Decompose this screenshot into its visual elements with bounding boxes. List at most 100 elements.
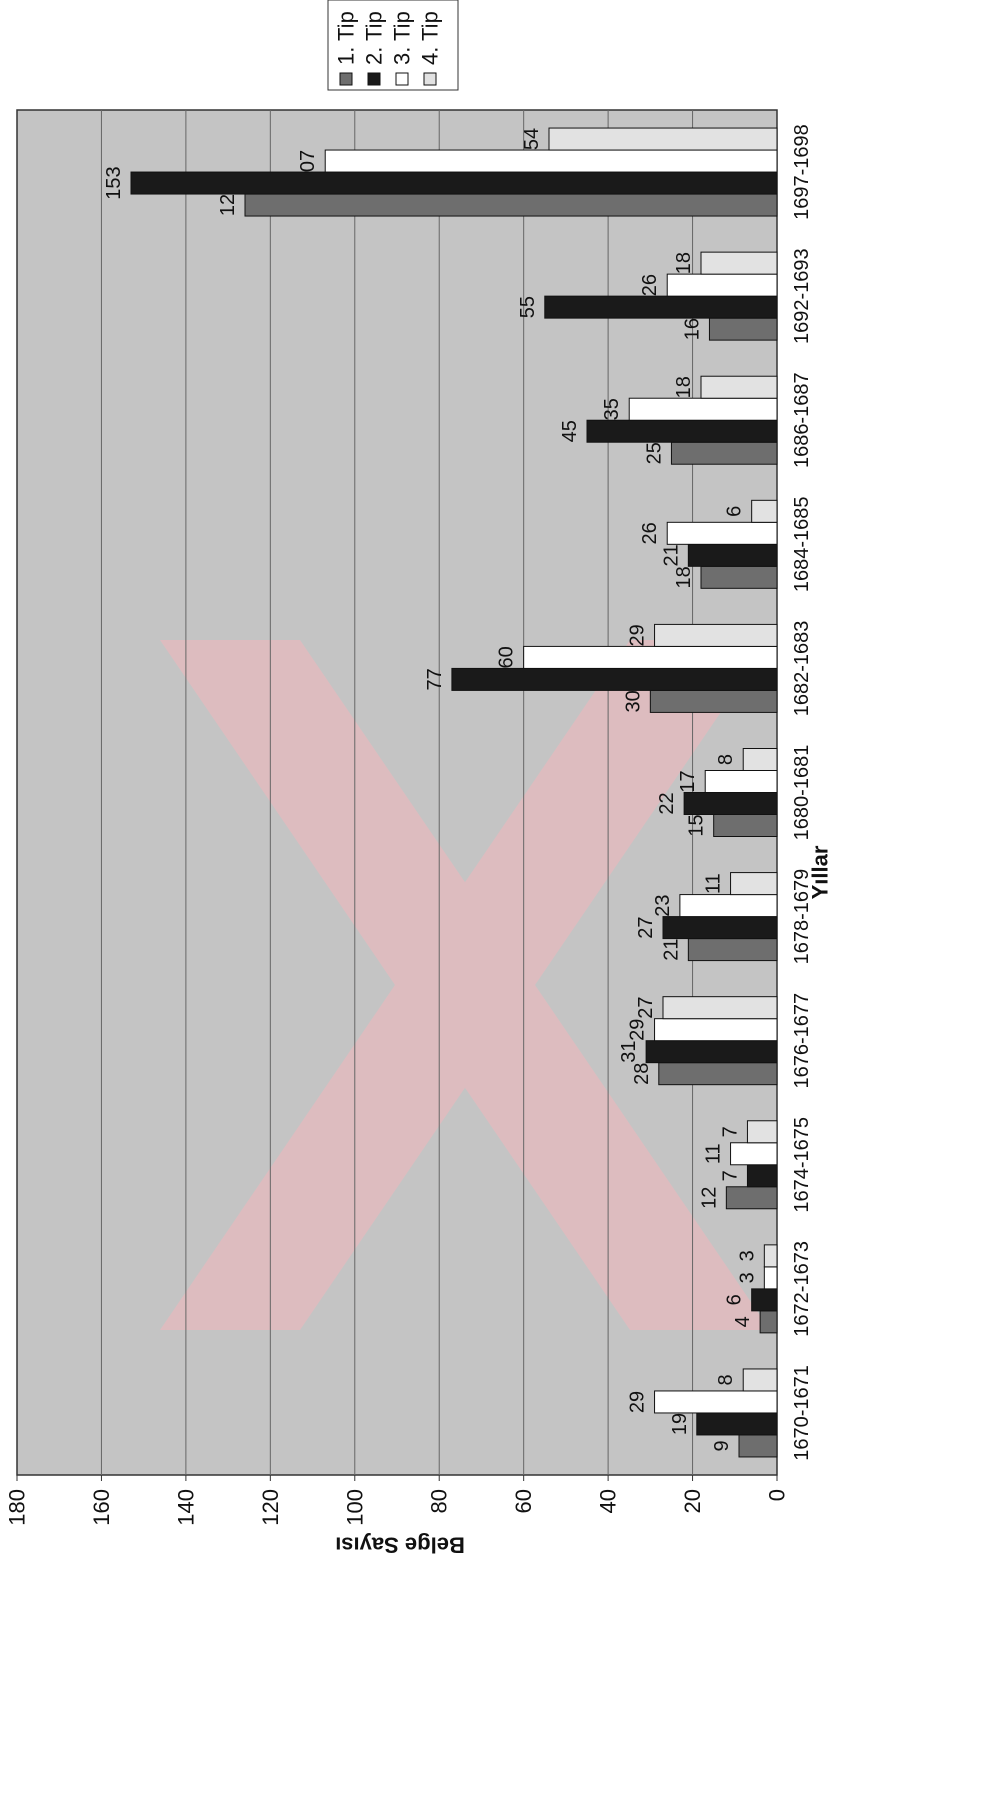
data-label: 16 — [681, 318, 703, 340]
data-label: 28 — [631, 1063, 653, 1085]
legend-label: 1. Tip — [334, 11, 359, 65]
data-label: 153 — [103, 166, 125, 199]
bar-series1-1680-1681 — [713, 814, 778, 837]
bar-series4-1684-1685 — [751, 499, 778, 523]
data-label: 07 — [297, 150, 319, 172]
bar-series4-1674-1675 — [746, 1120, 778, 1144]
data-label: 3 — [736, 1272, 758, 1283]
data-label: 26 — [639, 522, 661, 544]
data-label: 18 — [673, 566, 695, 588]
value-tick-label: 140 — [173, 1489, 198, 1526]
x-axis-title: Yıllar — [808, 845, 833, 899]
bar-series2-1686-1687 — [586, 419, 778, 443]
data-label: 55 — [517, 296, 539, 318]
data-label: 29 — [627, 1019, 649, 1041]
data-label: 9 — [711, 1440, 733, 1451]
bar-series1-1692-1693 — [708, 317, 778, 341]
legend-swatch — [339, 72, 353, 86]
bar-series3-1672-1673 — [763, 1266, 778, 1290]
data-label: 27 — [635, 916, 657, 938]
y-axis-title: Belge Sayısı — [335, 1533, 465, 1558]
category-label: 1692-1693 — [791, 248, 813, 344]
legend-swatch — [367, 72, 381, 86]
bar-series4-1682-1683 — [654, 623, 778, 647]
value-tick-label: 160 — [89, 1489, 114, 1526]
data-label: 18 — [673, 252, 695, 274]
category-label: 1697-1698 — [791, 124, 813, 220]
data-label: 23 — [652, 894, 674, 916]
bar-marks — [130, 127, 778, 1458]
data-label: 12 — [217, 194, 239, 216]
data-label: 11 — [703, 1143, 725, 1164]
data-label: 11 — [703, 873, 725, 894]
legend-label: 3. Tip — [390, 11, 415, 65]
data-label: 7 — [719, 1170, 741, 1181]
data-label: 6 — [724, 1294, 746, 1305]
category-label: 1676-1677 — [791, 993, 813, 1089]
data-label: 45 — [559, 420, 581, 442]
bar-series1-1676-1677 — [658, 1062, 778, 1086]
bar-series4-1697-1698 — [548, 127, 778, 151]
bar-series1-1682-1683 — [649, 689, 778, 713]
value-tick-label: 0 — [765, 1489, 790, 1501]
bar-series2-1676-1677 — [645, 1040, 778, 1064]
data-label: 7 — [719, 1126, 741, 1137]
bar-series3-1684-1685 — [666, 521, 778, 545]
bar-series4-1672-1673 — [763, 1244, 778, 1268]
bar-series4-1686-1687 — [700, 375, 778, 399]
plot-area — [16, 109, 778, 1476]
category-label: 1680-1681 — [791, 745, 813, 841]
category-label: 1670-1671 — [791, 1365, 813, 1461]
bar-series2-1697-1698 — [130, 171, 778, 195]
legend-label: 2. Tip — [362, 11, 387, 65]
data-label: 12 — [698, 1187, 720, 1209]
bar-series3-1697-1698 — [324, 149, 778, 173]
legend-swatch — [395, 72, 409, 86]
bar-series3-1692-1693 — [666, 273, 778, 297]
data-label: 30 — [622, 690, 644, 712]
data-label: 27 — [635, 997, 657, 1019]
data-label: 77 — [424, 668, 446, 690]
legend-swatch — [423, 72, 437, 86]
bar-series4-1678-1679 — [730, 872, 778, 896]
bar-series1-1684-1685 — [700, 565, 778, 589]
bar-series3-1682-1683 — [523, 645, 778, 669]
data-label: 21 — [660, 938, 682, 960]
bar-series2-1670-1671 — [696, 1412, 778, 1436]
bar-series1-1678-1679 — [687, 938, 778, 962]
bar-series3-1676-1677 — [654, 1018, 778, 1042]
bar-series4-1676-1677 — [662, 996, 778, 1020]
data-label: 31 — [618, 1041, 640, 1063]
axes: 0 20 40 60 80 100 120 140 160 180 1670-1671 1672-16… — [5, 124, 814, 1526]
value-tick-label: 40 — [596, 1489, 621, 1513]
data-label: 29 — [627, 1391, 649, 1413]
bar-series2-1692-1693 — [544, 295, 778, 319]
data-label: 22 — [656, 792, 678, 814]
bar-series2-1674-1675 — [746, 1164, 778, 1188]
data-label: 17 — [677, 770, 699, 792]
data-label: 8 — [715, 754, 737, 765]
value-tick-label: 80 — [427, 1489, 452, 1513]
bar-series3-1670-1671 — [654, 1390, 778, 1414]
bar-series3-1678-1679 — [679, 894, 778, 918]
bar-series2-1680-1681 — [683, 792, 778, 815]
data-label: 19 — [669, 1413, 691, 1435]
legend-label: 4. Tip — [418, 11, 443, 65]
category-label: 1686-1687 — [791, 372, 813, 468]
data-label: 6 — [724, 506, 746, 517]
bar-series3-1686-1687 — [628, 397, 778, 421]
data-label: 26 — [639, 274, 661, 296]
value-tick-label: 100 — [342, 1489, 367, 1526]
category-label: 1678-1679 — [791, 869, 813, 965]
category-label: 1672-1673 — [791, 1241, 813, 1337]
category-label: 1674-1675 — [791, 1117, 813, 1213]
value-tick-label: 20 — [680, 1489, 705, 1513]
category-label: 1682-1683 — [791, 621, 813, 717]
bar-series3-1680-1681 — [704, 770, 778, 793]
data-label: 29 — [627, 624, 649, 646]
bar-series3-1674-1675 — [730, 1142, 778, 1166]
bar-series2-1672-1673 — [751, 1288, 778, 1312]
data-label: 60 — [496, 646, 518, 668]
value-tick-label: 60 — [511, 1489, 536, 1513]
